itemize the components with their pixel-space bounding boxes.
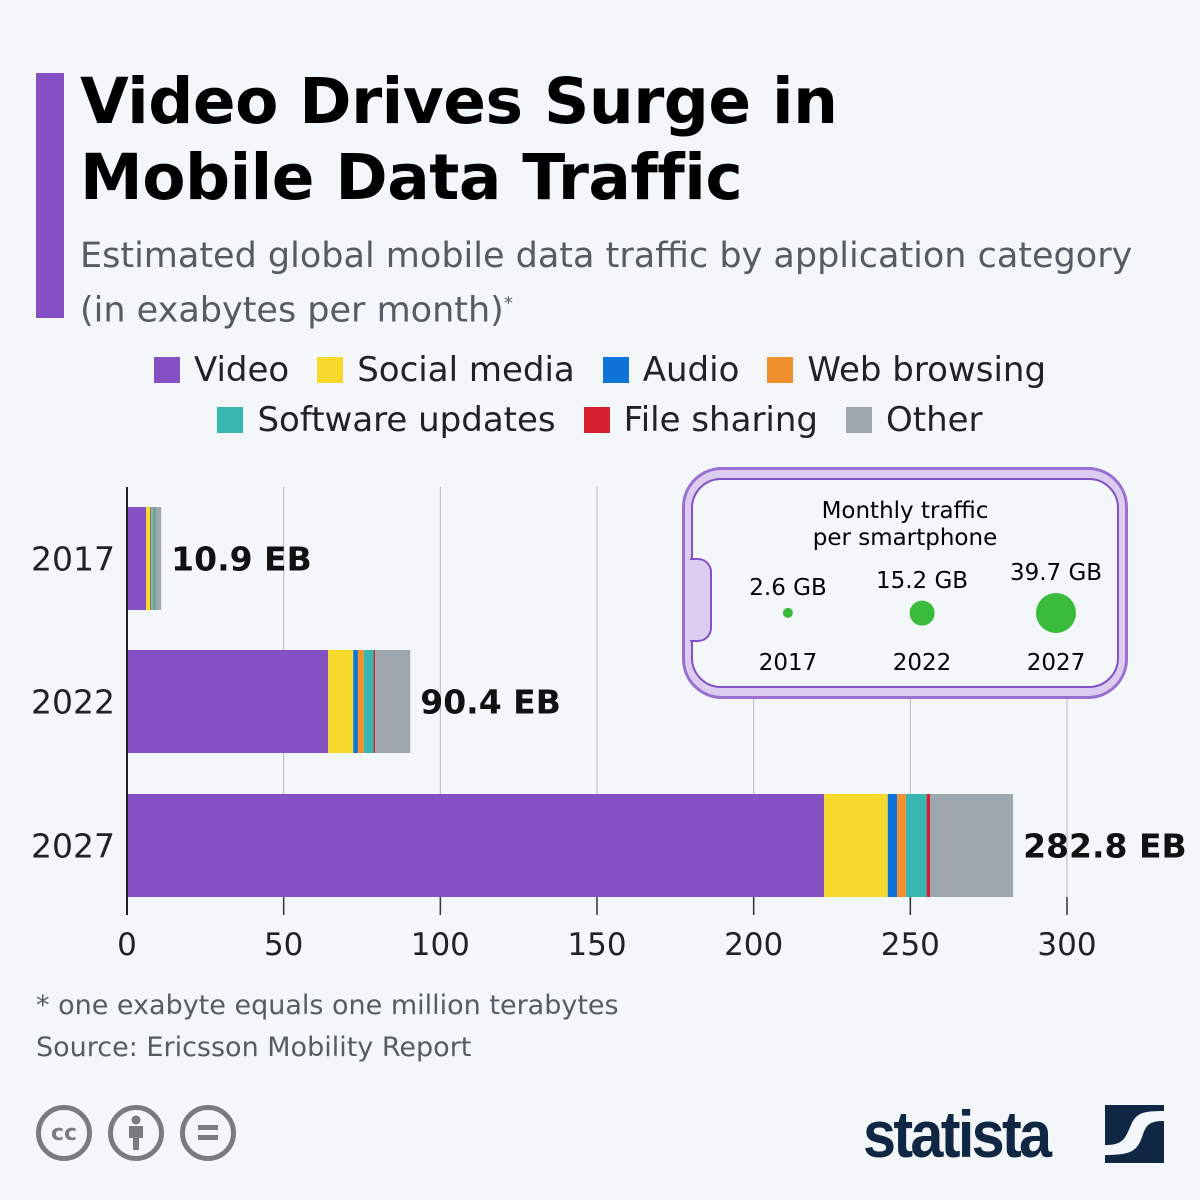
no-derivatives-icon[interactable] [180, 1105, 236, 1161]
bar-segment-other-2027 [930, 794, 1014, 897]
bar-segment-software-updates-2017 [152, 507, 156, 610]
x-tick-label: 50 [264, 927, 303, 963]
legend-item-other: Other [846, 400, 983, 440]
legend-swatch [153, 357, 180, 383]
bar-segment-video-2027 [127, 794, 825, 897]
equals-glyph [198, 1125, 218, 1140]
legend-row-1: Video Social media Audio Web browsing [0, 350, 1200, 390]
bar-segment-web-browsing-2017 [151, 507, 153, 610]
bar-segment-social-media-2027 [824, 794, 888, 897]
bar-segment-web-browsing-2022 [357, 650, 364, 753]
legend-item-software-updates: Software updates [217, 400, 556, 440]
inset-bubble [909, 600, 935, 626]
inset-bubble [1036, 593, 1076, 633]
bar-segment-web-browsing-2027 [897, 794, 906, 897]
page-title: Video Drives Surge in Mobile Data Traffi… [80, 64, 838, 216]
legend-item-web-browsing: Web browsing [767, 350, 1046, 390]
inset-title-line-2: per smartphone [812, 525, 998, 551]
total-data-label: 282.8 EB [1023, 827, 1187, 866]
legend-label: Audio [642, 350, 740, 390]
legend-swatch [217, 407, 244, 433]
inset-year-label: 2027 [1026, 650, 1086, 676]
total-data-label: 90.4 EB [420, 683, 561, 722]
phone-notch [690, 558, 712, 642]
legend-label: File sharing [623, 400, 818, 440]
inset-year-label: 2017 [758, 650, 818, 676]
x-tick-label: 300 [1037, 927, 1096, 963]
bar-segment-software-updates-2022 [363, 650, 374, 753]
inset-bubble [782, 607, 794, 619]
y-category-label: 2017 [31, 540, 115, 579]
smartphone-inset: Monthly traffic per smartphone 2.6 GB 201… [682, 467, 1128, 699]
legend-swatch [846, 407, 872, 433]
legend-row-2: Software updates File sharing Other [0, 400, 1200, 440]
cc-icon[interactable]: cc [36, 1105, 92, 1161]
inset-value-label: 15.2 GB [875, 567, 969, 594]
total-data-label: 10.9 EB [171, 540, 312, 579]
bar-segment-social-media-2017 [146, 507, 151, 610]
legend-label: Web browsing [807, 350, 1047, 390]
inset-value-label: 2.6 GB [749, 574, 827, 601]
legend-swatch [602, 357, 629, 383]
attribution-icon[interactable] [108, 1105, 164, 1161]
subtitle-footnote-mark: * [503, 293, 513, 314]
legend-label: Software updates [257, 400, 556, 440]
legend-item-video: Video [153, 350, 290, 390]
y-category-label: 2027 [31, 827, 115, 866]
legend-label: Video [193, 350, 290, 390]
inset-value-label: 39.7 GB [1009, 560, 1103, 586]
source: Source: Ericsson Mobility Report [36, 1032, 472, 1063]
x-tick-label: 150 [567, 927, 626, 963]
legend-item-file-sharing: File sharing [583, 400, 818, 440]
bar-segment-other-2017 [155, 507, 162, 610]
person-glyph [129, 1115, 143, 1150]
bar-segment-file-sharing-2022 [373, 650, 376, 753]
statista-logo-mark-icon [1105, 1105, 1164, 1163]
legend-swatch [767, 357, 794, 383]
legend-swatch [583, 407, 610, 433]
footnote: * one exabyte equals one million terabyt… [36, 990, 619, 1021]
legend-swatch [317, 357, 344, 383]
bar-segment-audio-2017 [150, 507, 152, 610]
bar-segment-file-sharing-2027 [926, 794, 931, 897]
legend-label: Other [886, 400, 983, 440]
title-line-1: Video Drives Surge in [80, 65, 838, 138]
bar-segment-video-2017 [127, 507, 147, 610]
legend-item-social-media: Social media [317, 350, 575, 390]
bar-segment-video-2022 [127, 650, 329, 753]
x-tick-label: 250 [881, 927, 940, 963]
bar-segment-other-2022 [375, 650, 411, 753]
subtitle: Estimated global mobile data traffic by … [80, 232, 1180, 335]
bar-segment-audio-2022 [353, 650, 358, 753]
legend-label: Social media [357, 350, 575, 390]
inset-screen: Monthly traffic per smartphone 2.6 GB 201… [690, 478, 1119, 688]
title-accent-bar [36, 73, 64, 318]
x-tick-label: 200 [724, 927, 783, 963]
title-line-2: Mobile Data Traffic [80, 141, 743, 214]
x-tick-label: 0 [117, 927, 137, 963]
bar-segment-social-media-2022 [328, 650, 354, 753]
bar-chart: 0 50 100 150 200 250 300 2017 10.9 EB 2022 90.4 EB… [31, 487, 1187, 963]
subtitle-text: Estimated global mobile data traffic by … [80, 236, 1133, 331]
x-tick-label: 100 [411, 927, 470, 963]
inset-title: Monthly traffic per smartphone [693, 498, 1117, 552]
inset-title-line-1: Monthly traffic [821, 498, 989, 524]
cc-icon-text: cc [50, 1120, 78, 1146]
legend-item-audio: Audio [602, 350, 740, 390]
bar-segment-audio-2027 [887, 794, 898, 897]
inset-year-label: 2022 [892, 650, 952, 676]
statista-logo[interactable]: statista [863, 1097, 1052, 1171]
bar-segment-software-updates-2027 [905, 794, 927, 897]
y-category-label: 2022 [31, 683, 115, 722]
